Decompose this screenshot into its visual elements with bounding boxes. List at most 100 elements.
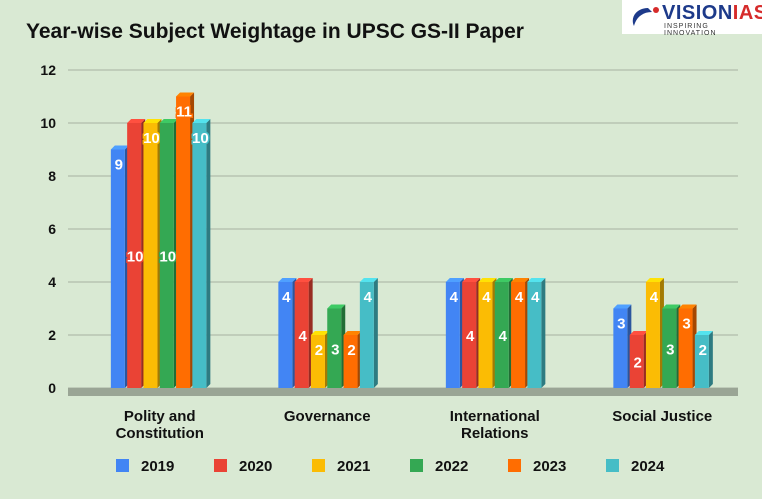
- legend-swatch-2019: [116, 459, 129, 472]
- bar-side: [541, 278, 546, 388]
- y-tick-label: 0: [48, 380, 56, 396]
- bar-top: [662, 304, 681, 309]
- visionias-logo: VISIONIAS INSPIRING INNOVATION: [622, 0, 762, 37]
- legend-swatch-2023: [508, 459, 521, 472]
- x-category-label: Polity and: [124, 408, 196, 425]
- bar-top: [127, 119, 146, 123]
- y-tick-label: 8: [48, 168, 56, 184]
- logo-brand-suffix: IAS: [732, 2, 762, 24]
- bar-top: [645, 278, 664, 282]
- bar-2020: [127, 123, 142, 388]
- data-label: 9: [115, 157, 123, 174]
- data-label: 4: [499, 328, 508, 345]
- bar-top: [110, 145, 129, 150]
- bar-2023: [511, 282, 526, 388]
- data-label: 4: [450, 289, 459, 306]
- bar-2019: [278, 282, 293, 388]
- data-label: 2: [315, 342, 323, 359]
- bar-2019: [110, 149, 125, 388]
- bar-top: [445, 278, 464, 282]
- data-label: 3: [617, 316, 625, 333]
- bar-top: [678, 304, 697, 309]
- bar-2021: [143, 123, 158, 388]
- bar-top: [327, 304, 346, 309]
- data-label: 2: [347, 342, 355, 359]
- x-category-label: Governance: [284, 408, 371, 425]
- data-label: 3: [331, 341, 339, 358]
- data-label: 4: [650, 289, 659, 306]
- legend-label: 2024: [631, 458, 665, 475]
- data-label: 4: [531, 289, 540, 306]
- legend-label: 2019: [141, 458, 174, 475]
- legend-swatch-2022: [410, 459, 423, 472]
- bar-2019: [445, 282, 460, 388]
- x-category-label: Social Justice: [612, 408, 712, 425]
- bar-2020: [294, 282, 309, 388]
- bar-top: [462, 278, 481, 282]
- bar-top: [192, 119, 211, 123]
- data-label: 4: [282, 289, 291, 306]
- data-label: 11: [176, 104, 192, 121]
- bar-top: [527, 278, 546, 282]
- y-tick-label: 2: [48, 327, 56, 343]
- data-label: 3: [682, 316, 690, 333]
- bar-2022: [494, 282, 509, 388]
- legend-swatch-2024: [606, 459, 619, 472]
- data-label: 4: [515, 289, 524, 306]
- bar-top: [310, 331, 329, 335]
- logo-brand-text: VISION: [662, 2, 733, 24]
- bar-top: [511, 278, 530, 282]
- bar-2021: [310, 335, 325, 388]
- bar-top: [613, 304, 632, 309]
- data-label: 4: [466, 328, 475, 345]
- y-tick-label: 6: [48, 221, 56, 237]
- data-label: 10: [127, 249, 144, 266]
- data-label: 2: [699, 342, 707, 359]
- bar-top: [294, 278, 313, 282]
- data-label: 4: [364, 289, 373, 306]
- bar-top: [278, 278, 297, 282]
- bar-2023: [176, 96, 191, 388]
- bar-2021: [478, 282, 493, 388]
- data-label: 3: [666, 341, 674, 358]
- x-category-label: Relations: [461, 425, 529, 442]
- y-tick-label: 10: [40, 115, 56, 131]
- bar-2024: [527, 282, 542, 388]
- bar-2022: [327, 308, 342, 388]
- data-label: 4: [298, 328, 307, 345]
- logo-swoosh-icon: [632, 7, 659, 26]
- bar-top: [694, 331, 713, 335]
- bar-2021: [645, 282, 660, 388]
- data-label: 10: [159, 249, 176, 266]
- x-category-label: International: [450, 408, 540, 425]
- bar-top: [359, 278, 378, 282]
- bar-2019: [613, 308, 628, 388]
- bar-top: [494, 278, 513, 282]
- legend-swatch-2020: [214, 459, 227, 472]
- legend-label: 2021: [337, 458, 370, 475]
- logo-tagline: INSPIRING INNOVATION: [664, 23, 717, 37]
- bar-top: [176, 92, 195, 97]
- data-label: 2: [633, 355, 641, 372]
- bar-top: [629, 331, 648, 335]
- data-label: 10: [192, 130, 209, 147]
- data-label: 4: [482, 289, 491, 306]
- x-axis-floor: [68, 388, 738, 396]
- legend-label: 2022: [435, 458, 468, 475]
- x-category-label: Constitution: [116, 425, 204, 442]
- bar-side: [206, 119, 211, 388]
- bar-top: [478, 278, 497, 282]
- chart-title: Year-wise Subject Weightage in UPSC GS-I…: [26, 20, 524, 43]
- bar-2022: [662, 308, 677, 388]
- bar-2020: [629, 335, 644, 388]
- legend-swatch-2021: [312, 459, 325, 472]
- legend-label: 2023: [533, 458, 566, 475]
- data-label: 10: [143, 130, 160, 147]
- bar-top: [343, 331, 362, 335]
- bar-2023: [678, 308, 693, 388]
- bar-2024: [192, 123, 207, 388]
- bar-top: [143, 119, 162, 123]
- bar-2024: [359, 282, 374, 388]
